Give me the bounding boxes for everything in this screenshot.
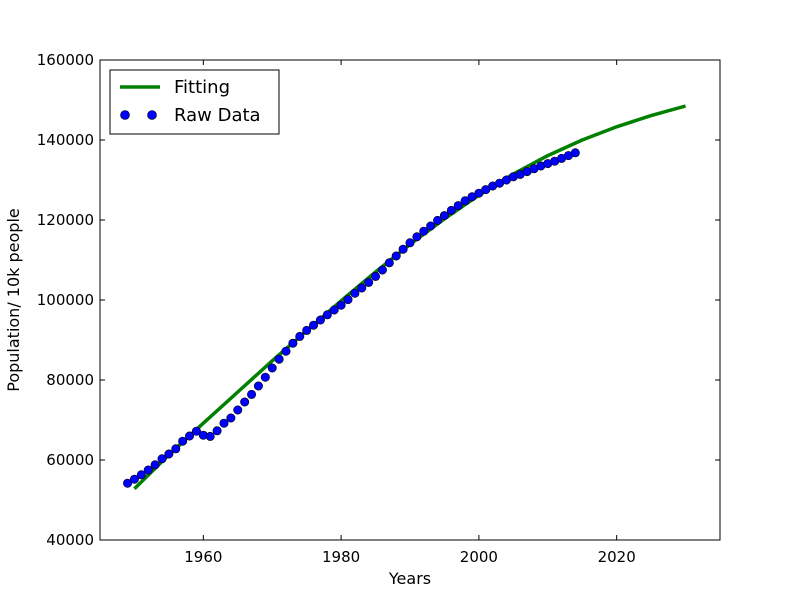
raw-data-point <box>322 310 332 320</box>
raw-data-point <box>171 444 181 454</box>
raw-data-point <box>405 238 415 248</box>
raw-data-point <box>364 277 374 287</box>
y-tick-label: 60000 <box>46 451 94 469</box>
raw-data-point <box>357 283 367 293</box>
raw-data-point <box>136 470 146 480</box>
raw-data-point <box>143 465 153 475</box>
raw-data-point <box>157 454 167 464</box>
raw-data-point <box>315 315 325 325</box>
raw-data-point <box>240 397 250 407</box>
legend: Fitting Raw Data <box>109 69 280 135</box>
raw-data-point <box>336 300 346 310</box>
x-tick-label: 2020 <box>598 548 636 566</box>
raw-data-point <box>433 215 443 225</box>
raw-data-point <box>123 478 133 488</box>
y-tick-label: 120000 <box>37 211 94 229</box>
raw-data-point <box>233 405 243 415</box>
raw-data-point <box>219 418 229 428</box>
raw-data-point <box>281 346 291 356</box>
raw-data-point <box>253 381 263 391</box>
x-axis-label: Years <box>388 569 431 588</box>
raw-data-point <box>191 426 201 436</box>
raw-data-point <box>205 431 215 441</box>
raw-data-point <box>384 258 394 268</box>
raw-data-point <box>460 196 470 206</box>
raw-data-point <box>398 244 408 254</box>
raw-data-point <box>247 389 257 399</box>
raw-data-point <box>226 413 236 423</box>
raw-data-point <box>295 331 305 341</box>
raw-data-point <box>288 338 298 348</box>
raw-data-point <box>446 205 456 215</box>
raw-data-point <box>212 426 222 436</box>
legend-fitting-label: Fitting <box>174 77 230 98</box>
raw-data-point <box>185 431 195 441</box>
y-tick-label: 140000 <box>37 131 94 149</box>
raw-data-point <box>570 148 580 158</box>
raw-data-point <box>274 354 284 364</box>
raw-data-point <box>377 265 387 275</box>
y-tick-label: 100000 <box>37 291 94 309</box>
raw-data-point <box>412 232 422 242</box>
y-tick-label: 40000 <box>46 531 94 549</box>
raw-data-point <box>260 372 270 382</box>
plot-area <box>100 60 720 540</box>
y-tick-label: 80000 <box>46 371 94 389</box>
raw-data-point <box>178 436 188 446</box>
raw-data-point <box>150 460 160 470</box>
raw-data-point <box>309 320 319 330</box>
legend-raw-data-label: Raw Data <box>174 105 261 126</box>
y-axis-label: Population/ 10k people <box>4 208 23 391</box>
raw-data-point <box>129 474 139 484</box>
raw-data-point <box>343 295 353 305</box>
x-tick-label: 1960 <box>184 548 222 566</box>
raw-data-point <box>419 226 429 236</box>
raw-data-point <box>164 449 174 459</box>
legend-raw-data-marker <box>147 110 157 120</box>
raw-data-point <box>426 221 436 231</box>
ticks-layer: 1960 1980 2000 2020 40000 60000 80000 100000 120… <box>37 51 720 566</box>
raw-data-point <box>267 363 277 373</box>
raw-data-point <box>350 288 360 298</box>
raw-data-point <box>391 251 401 261</box>
legend-raw-data-marker <box>120 110 130 120</box>
legend-box <box>109 69 280 135</box>
raw-data-point <box>439 211 449 221</box>
raw-data-point <box>329 305 339 315</box>
x-tick-label: 1980 <box>322 548 360 566</box>
y-tick-label: 160000 <box>37 51 94 69</box>
series-layer <box>123 104 687 491</box>
raw-data-point <box>453 201 463 211</box>
raw-data-point <box>371 271 381 281</box>
x-tick-label: 2000 <box>460 548 498 566</box>
raw-data-point <box>302 325 312 335</box>
